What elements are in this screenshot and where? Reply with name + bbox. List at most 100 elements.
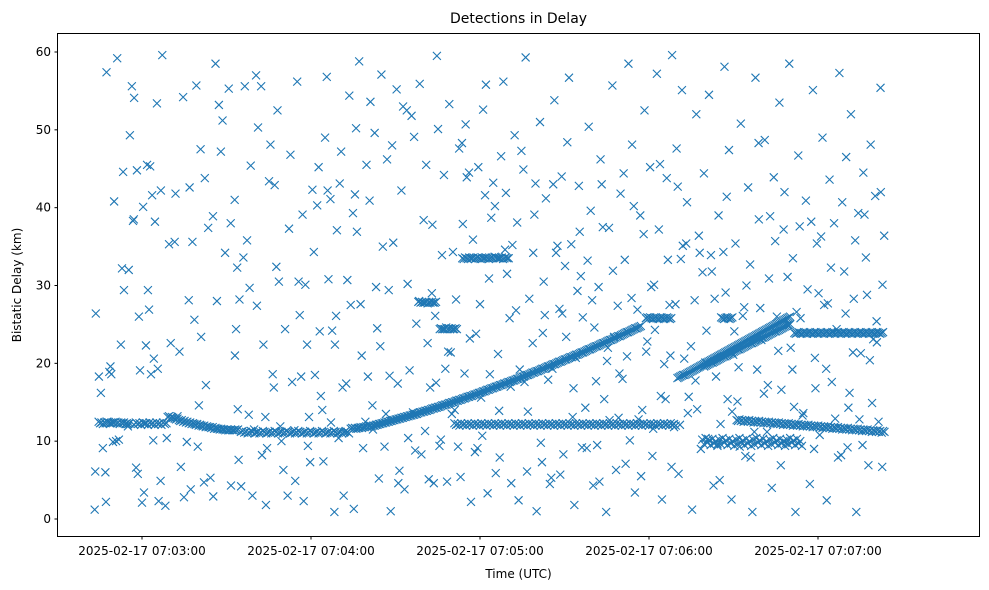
data-point	[641, 347, 651, 357]
data-point	[569, 383, 578, 393]
data-point	[90, 505, 100, 515]
data-point	[555, 304, 564, 314]
data-point	[231, 324, 241, 334]
data-point	[129, 93, 139, 103]
data-point	[251, 70, 261, 80]
data-point	[806, 217, 816, 227]
data-point	[461, 119, 471, 129]
data-point	[129, 214, 139, 224]
data-point	[354, 56, 364, 66]
data-point	[226, 481, 236, 490]
data-point	[403, 433, 413, 443]
data-point	[752, 365, 762, 374]
data-point	[439, 170, 449, 180]
data-point	[502, 269, 512, 279]
data-point	[133, 469, 143, 479]
data-point	[720, 62, 729, 72]
data-point	[751, 73, 760, 83]
data-point	[754, 138, 763, 148]
data-point	[795, 436, 805, 446]
data-point	[308, 185, 317, 195]
data-point	[492, 420, 502, 430]
data-point	[314, 162, 323, 172]
data-point	[608, 266, 618, 276]
data-point	[640, 420, 650, 430]
data-point	[597, 179, 607, 189]
data-point	[733, 397, 742, 406]
data-point	[856, 348, 866, 358]
data-point	[295, 310, 305, 320]
data-point	[613, 301, 623, 311]
data-point	[320, 133, 330, 143]
data-point	[829, 218, 839, 228]
data-point	[457, 138, 467, 148]
data-point	[549, 95, 559, 105]
data-point	[262, 443, 272, 453]
data-point	[166, 338, 176, 348]
data-point	[595, 477, 604, 487]
data-point	[566, 420, 576, 430]
data-point	[574, 181, 584, 191]
data-point	[245, 283, 254, 293]
data-point	[342, 275, 352, 285]
data-point	[745, 260, 755, 269]
data-point	[106, 362, 115, 371]
data-point	[357, 351, 367, 360]
data-point	[773, 346, 783, 356]
data-point	[833, 453, 843, 462]
data-point	[196, 332, 206, 342]
data-point	[164, 239, 174, 249]
data-point	[170, 237, 180, 247]
y-tick-label: 30	[36, 279, 51, 293]
data-point	[618, 374, 627, 384]
data-point	[240, 81, 250, 91]
data-point	[877, 462, 887, 472]
data-point	[393, 379, 403, 388]
y-tick-label: 40	[36, 201, 51, 215]
data-point	[134, 312, 144, 322]
data-point	[451, 420, 461, 430]
data-point	[465, 420, 474, 430]
data-point	[706, 250, 716, 260]
data-point	[432, 51, 442, 61]
data-point	[371, 282, 381, 292]
data-point	[470, 447, 480, 457]
y-tick-label: 20	[36, 356, 51, 370]
data-point	[690, 295, 700, 305]
data-points	[90, 50, 889, 517]
data-point	[846, 109, 856, 119]
data-point	[607, 420, 616, 430]
data-point	[589, 323, 599, 332]
data-point	[182, 437, 192, 447]
data-point	[760, 135, 770, 145]
data-point	[580, 403, 590, 413]
data-point	[763, 380, 773, 390]
data-point	[277, 436, 286, 446]
data-point	[300, 280, 310, 290]
data-point	[602, 356, 612, 366]
data-point	[818, 133, 827, 143]
data-point	[104, 367, 114, 377]
data-point	[691, 109, 701, 119]
data-point	[635, 211, 645, 220]
data-point	[116, 340, 126, 350]
data-point	[866, 140, 876, 150]
data-point	[475, 299, 485, 309]
data-point	[627, 293, 636, 303]
data-point	[702, 326, 711, 336]
data-point	[372, 323, 382, 333]
data-point	[324, 274, 333, 284]
data-point	[403, 279, 413, 289]
data-point	[811, 383, 820, 393]
data-point	[541, 193, 551, 203]
data-point	[622, 351, 632, 361]
data-point	[248, 491, 257, 501]
data-point	[539, 420, 549, 430]
data-point	[779, 225, 789, 234]
data-point	[755, 303, 765, 313]
data-point	[344, 428, 354, 438]
data-point	[211, 59, 220, 69]
data-point	[797, 441, 807, 451]
data-point	[679, 354, 689, 364]
data-point	[485, 420, 495, 430]
